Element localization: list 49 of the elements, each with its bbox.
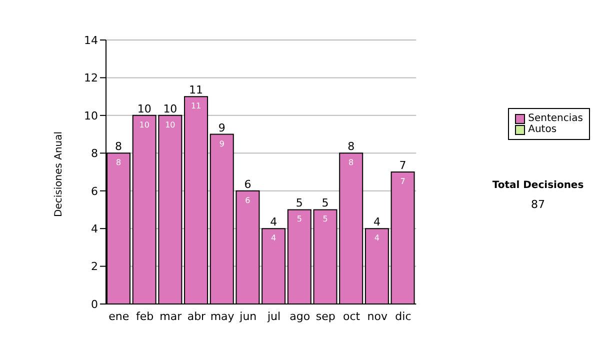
total-label: 10 <box>137 102 152 116</box>
total-label: 4 <box>373 216 380 229</box>
data-label: 11 <box>190 102 202 111</box>
total-label: 4 <box>270 216 278 229</box>
total-label: 5 <box>296 196 303 210</box>
legend-label: Sentencias <box>528 113 583 124</box>
data-label: 9 <box>219 139 224 148</box>
x-tick-label: feb <box>136 310 154 323</box>
data-label: 8 <box>116 158 122 168</box>
x-tick-label: ago <box>290 310 310 323</box>
y-tick-label: 12 <box>84 72 98 85</box>
legend-label: Autos <box>528 124 557 135</box>
x-tick-label: may <box>210 310 235 323</box>
y-tick-label: 0 <box>91 298 98 311</box>
data-label: 5 <box>322 214 328 224</box>
total-label: 11 <box>189 84 204 97</box>
data-label: 5 <box>296 214 302 224</box>
data-label: 10 <box>139 120 150 130</box>
total-label: 6 <box>244 178 252 191</box>
x-tick-label: nov <box>367 310 388 323</box>
y-tick-label: 6 <box>91 184 98 198</box>
y-axis-title: Decisiones Anual <box>54 131 65 217</box>
total-label: 7 <box>399 159 406 172</box>
x-tick-label: jun <box>238 310 257 323</box>
data-label: 4 <box>271 234 276 243</box>
data-label: 6 <box>245 196 250 205</box>
text: 87 <box>530 198 546 211</box>
total-label: 8 <box>348 140 355 154</box>
x-tick-label: oct <box>342 310 361 323</box>
x-tick-label: dic <box>395 310 412 323</box>
text: Total Decisiones <box>491 180 585 191</box>
x-tick-label: mar <box>160 310 182 323</box>
y-tick-label: 8 <box>91 147 98 160</box>
x-tick-label: ene <box>108 310 130 323</box>
y-tick-label: 14 <box>84 34 98 47</box>
total-label: 8 <box>115 140 122 154</box>
data-label: 8 <box>348 158 354 168</box>
y-tick-label: 4 <box>91 222 98 236</box>
x-tick-label: jul <box>266 310 281 323</box>
x-tick-label: sep <box>316 310 336 323</box>
total-label: 5 <box>322 196 329 210</box>
data-label: 4 <box>374 234 380 243</box>
y-tick-label: 2 <box>91 260 98 274</box>
total-label: 9 <box>218 121 226 134</box>
data-label: 7 <box>400 177 406 186</box>
y-tick-label: 10 <box>84 109 98 122</box>
x-tick-label: abr <box>187 310 206 323</box>
data-label: 10 <box>165 120 176 130</box>
total-label: 10 <box>163 102 178 116</box>
